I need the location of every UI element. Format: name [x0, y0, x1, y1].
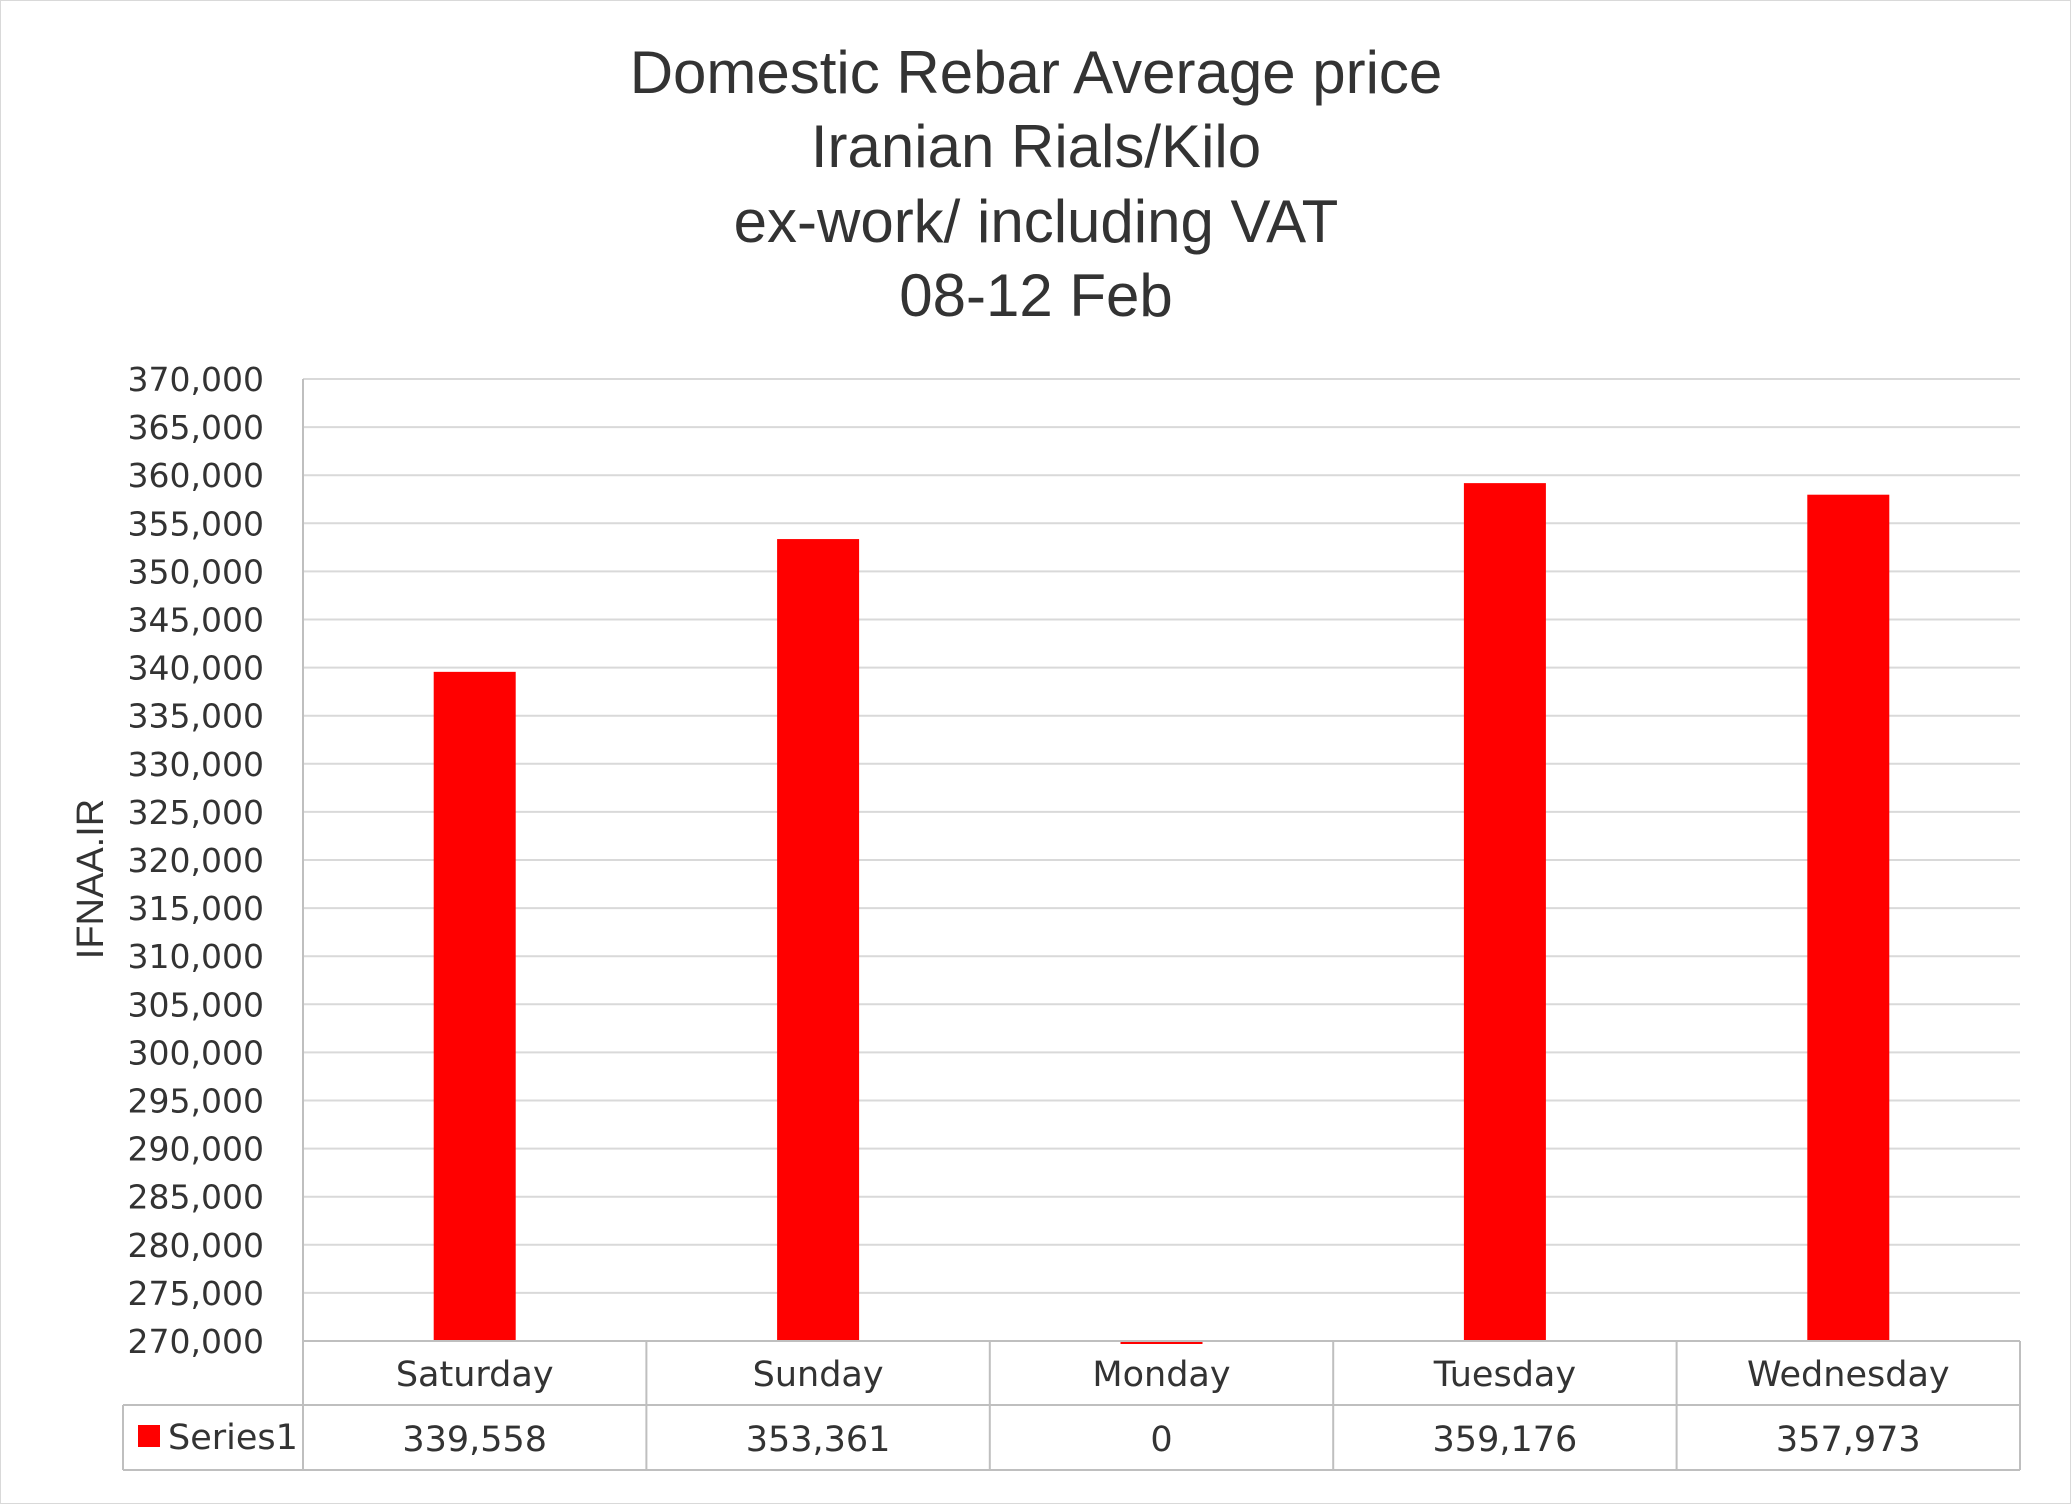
y-tick-label: 285,000	[128, 1178, 264, 1217]
data-table: Saturday 339,558 Sunday 353,361 Monday 0 Tuesd…	[122, 1340, 2021, 1471]
y-tick-label: 305,000	[128, 985, 264, 1024]
data-table-value: 339,558	[402, 1420, 547, 1460]
bar-sunday	[777, 539, 860, 1341]
bar-monday	[1120, 1341, 1203, 1344]
chart-title-line-3: ex-work/ including VAT	[734, 188, 1339, 255]
y-tick-label: 355,000	[128, 504, 264, 543]
y-tick-label: 310,000	[128, 937, 264, 976]
y-tick-label: 295,000	[128, 1082, 264, 1121]
data-table-value: 353,361	[746, 1420, 891, 1460]
data-table-value: 359,176	[1433, 1420, 1578, 1460]
y-tick-label: 350,000	[128, 552, 264, 591]
chart-title-line-2: Iranian Rials/Kilo	[811, 113, 1261, 180]
y-tick-label: 360,000	[128, 456, 264, 495]
y-tick-label: 365,000	[128, 408, 264, 447]
y-tick-label: 335,000	[128, 697, 264, 736]
legend-series-name: Series1	[168, 1418, 298, 1458]
y-axis-label: IFNAA.IR	[70, 799, 112, 959]
chart-title: Domestic Rebar Average price Iranian Rial…	[630, 39, 1443, 329]
legend-key	[138, 1425, 160, 1447]
x-tick-label: Wednesday	[1747, 1355, 1950, 1395]
x-tick-label: Monday	[1092, 1355, 1230, 1395]
chart-title-line-1: Domestic Rebar Average price	[630, 39, 1443, 106]
data-table-value: 0	[1150, 1420, 1172, 1460]
y-tick-label: 275,000	[128, 1274, 264, 1313]
bar-tuesday	[1463, 483, 1546, 1341]
y-tick-label: 320,000	[128, 841, 264, 880]
y-tick-label: 300,000	[128, 1033, 264, 1072]
y-tick-label: 340,000	[128, 649, 264, 688]
data-table-value: 357,973	[1776, 1420, 1921, 1460]
y-tick-label: 315,000	[128, 889, 264, 928]
y-axis-ticks: 370,000 365,000 360,000 355,000 350,000 345,0…	[128, 360, 264, 1361]
y-tick-label: 370,000	[128, 360, 264, 399]
bar-wednesday	[1807, 494, 1890, 1342]
x-tick-label: Tuesday	[1433, 1355, 1576, 1395]
bar-saturday	[433, 671, 516, 1341]
y-tick-label: 345,000	[128, 601, 264, 640]
x-tick-label: Saturday	[396, 1355, 554, 1395]
y-tick-label: 270,000	[128, 1322, 264, 1361]
gridlines	[302, 378, 2020, 1342]
y-tick-label: 280,000	[128, 1226, 264, 1265]
bars	[433, 483, 1890, 1344]
y-tick-label: 290,000	[128, 1130, 264, 1169]
y-tick-label: 330,000	[128, 745, 264, 784]
y-tick-label: 325,000	[128, 793, 264, 832]
chart-title-line-4: 08-12 Feb	[899, 262, 1173, 329]
x-tick-label: Sunday	[753, 1355, 884, 1395]
